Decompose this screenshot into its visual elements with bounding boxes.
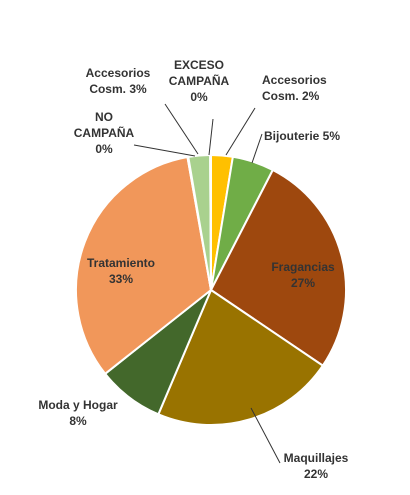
slice-label-line: Moda y Hogar xyxy=(38,398,118,412)
pie-slice xyxy=(157,288,325,426)
slice-label: Fragancias 27% xyxy=(271,260,335,290)
leader-line xyxy=(164,103,199,155)
slice-label-line: NO xyxy=(95,110,113,124)
slice-label-line: Maquillajes xyxy=(284,451,349,465)
slice-label-line: Bijouterie 5% xyxy=(264,129,340,143)
slice-label-line: Cosm. 3% xyxy=(89,82,147,96)
leader-line xyxy=(225,107,256,156)
slice-label-line: 22% xyxy=(304,467,328,481)
leader-line xyxy=(250,407,281,464)
slice-label-line: 0% xyxy=(95,142,113,156)
slice-label-line: 33% xyxy=(109,272,133,286)
slice-label: Moda y Hogar 8% xyxy=(38,398,118,428)
slice-label-line: Accesorios xyxy=(86,66,151,80)
pie-slice xyxy=(209,153,212,291)
leader-line xyxy=(251,133,263,164)
slice-label-line: 0% xyxy=(190,90,208,104)
slice-label: Bijouterie 5% xyxy=(264,129,340,143)
slice-label-line: 27% xyxy=(291,276,315,290)
leader-lines xyxy=(133,103,281,464)
slice-label-line: 8% xyxy=(69,414,87,428)
pie-slice xyxy=(75,155,213,376)
leader-line xyxy=(208,118,214,156)
leader-line xyxy=(133,144,196,157)
slice-label: Accesorios Cosm. 2% xyxy=(262,73,327,103)
slice-label-line: CAMPAÑA xyxy=(74,125,135,140)
slice-labels: Accesorios Cosm. 2% Bijouterie 5% Fragancia… xyxy=(38,58,348,481)
slice-label-line: Tratamiento xyxy=(87,256,155,270)
slice-label: Maquillajes 22% xyxy=(284,451,349,481)
pie-slices xyxy=(75,153,347,426)
slice-label-line: Cosm. 2% xyxy=(262,89,320,103)
slice-label-line: Fragancias xyxy=(271,260,335,274)
slice-label: Tratamiento 33% xyxy=(87,256,155,286)
pie-slice xyxy=(209,168,347,368)
slice-label-line: EXCESO xyxy=(174,58,224,72)
slice-label-line: CAMPAÑA xyxy=(169,73,230,88)
slice-label: Accesorios Cosm. 3% xyxy=(86,66,151,96)
slice-label: EXCESO CAMPAÑA 0% xyxy=(169,58,230,104)
slice-label-line: Accesorios xyxy=(262,73,327,87)
slice-label: NO CAMPAÑA 0% xyxy=(74,110,135,156)
